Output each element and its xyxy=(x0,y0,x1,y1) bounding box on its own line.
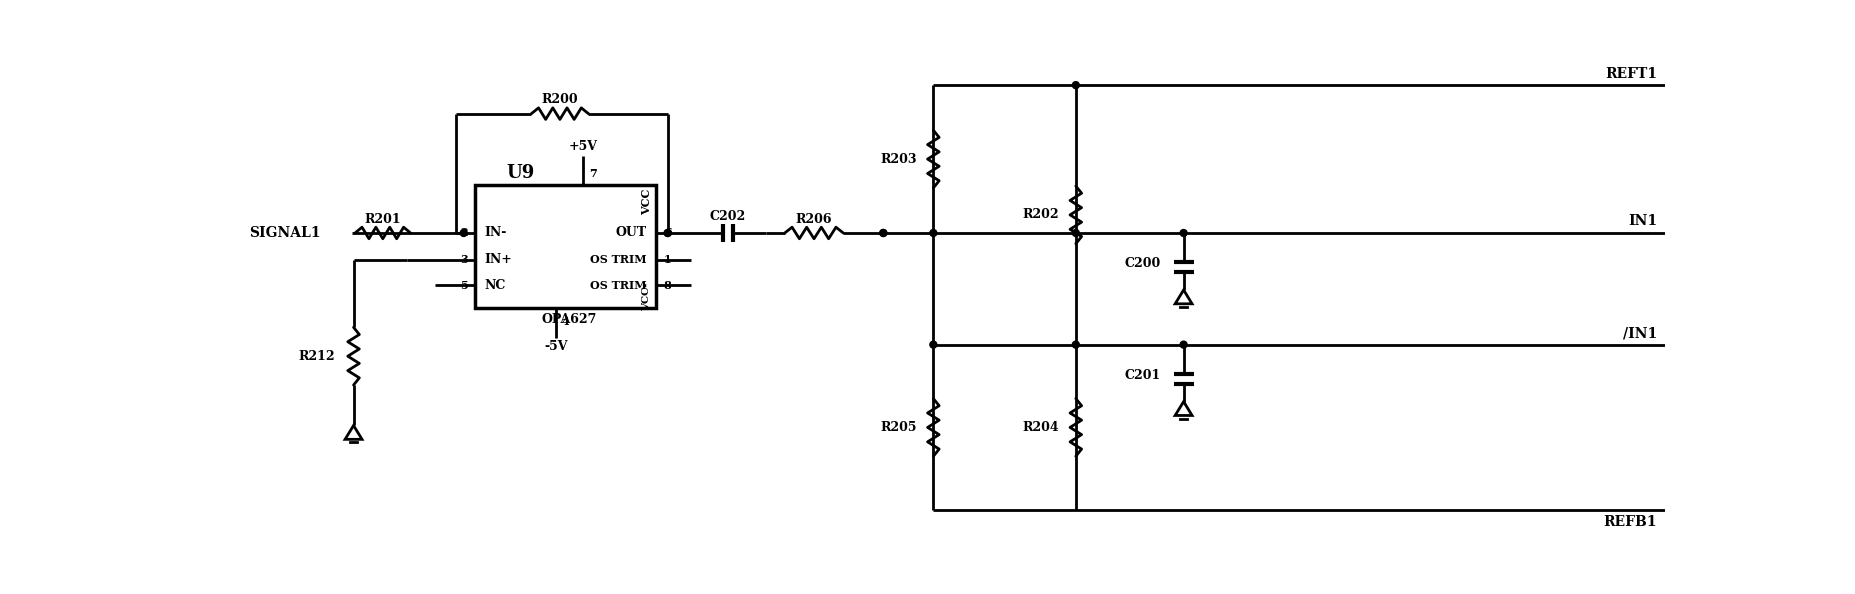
Text: R204: R204 xyxy=(1022,421,1059,434)
Bar xyxy=(475,185,657,308)
Circle shape xyxy=(1180,341,1187,348)
Circle shape xyxy=(1072,341,1080,348)
Text: REFT1: REFT1 xyxy=(1605,67,1657,81)
Text: IN-: IN- xyxy=(484,226,506,239)
Text: 2: 2 xyxy=(460,228,467,238)
Text: R201: R201 xyxy=(364,213,401,226)
Text: IN1: IN1 xyxy=(1629,214,1657,228)
Circle shape xyxy=(1180,229,1187,236)
Text: 5: 5 xyxy=(460,280,467,291)
Circle shape xyxy=(1072,229,1080,236)
Text: IN+: IN+ xyxy=(484,254,512,267)
Circle shape xyxy=(664,229,672,236)
Text: R206: R206 xyxy=(796,213,833,226)
Text: R203: R203 xyxy=(879,153,916,166)
Text: C201: C201 xyxy=(1124,369,1161,382)
Circle shape xyxy=(1072,82,1080,89)
Text: R212: R212 xyxy=(299,350,336,363)
Circle shape xyxy=(664,229,672,236)
Circle shape xyxy=(929,229,937,236)
Text: 4: 4 xyxy=(562,316,569,327)
Text: 3: 3 xyxy=(460,254,467,266)
Text: C202: C202 xyxy=(710,210,746,223)
Text: OPA627: OPA627 xyxy=(542,312,597,326)
Text: 1: 1 xyxy=(664,254,672,266)
Circle shape xyxy=(929,341,937,348)
Text: VCC-: VCC- xyxy=(642,283,651,311)
Circle shape xyxy=(460,229,467,236)
Text: VCC: VCC xyxy=(642,188,653,214)
Text: OUT: OUT xyxy=(616,226,647,239)
Text: /IN1: /IN1 xyxy=(1623,326,1657,340)
Text: 6: 6 xyxy=(664,228,672,238)
Text: SIGNAL1: SIGNAL1 xyxy=(250,226,321,240)
Text: C200: C200 xyxy=(1124,257,1161,270)
Text: U9: U9 xyxy=(506,164,534,182)
Text: OS TRIM: OS TRIM xyxy=(590,254,647,266)
Text: 8: 8 xyxy=(664,280,672,291)
Text: R200: R200 xyxy=(542,93,579,106)
Text: OS TRIM: OS TRIM xyxy=(590,280,647,291)
Text: 7: 7 xyxy=(590,168,597,179)
Text: REFB1: REFB1 xyxy=(1605,515,1657,529)
Text: NC: NC xyxy=(484,279,506,292)
Text: R202: R202 xyxy=(1022,208,1059,222)
Text: R205: R205 xyxy=(879,421,916,434)
Circle shape xyxy=(879,229,887,236)
Text: -5V: -5V xyxy=(544,340,568,353)
Circle shape xyxy=(879,229,887,236)
Text: +5V: +5V xyxy=(568,140,597,153)
